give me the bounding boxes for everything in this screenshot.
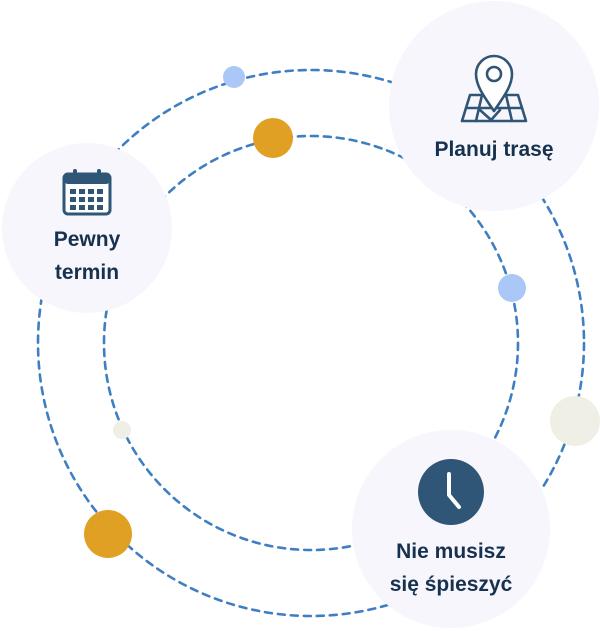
dot-cream-right [550, 396, 600, 446]
time-bubble: Nie musisz się śpieszyć [352, 430, 550, 628]
inner-ring [102, 134, 520, 552]
route-label: Planuj trasę [434, 137, 554, 161]
dot-cream-small [113, 421, 131, 439]
dot-gold-top [253, 118, 293, 158]
dot-blue-top [223, 66, 245, 88]
date-label: Pewny termin [53, 228, 121, 284]
outer-ring [36, 68, 586, 618]
dot-blue-right [498, 274, 526, 302]
map-pin-icon [460, 54, 528, 122]
date-bubble: Pewny termin [2, 143, 172, 313]
route-bubble: Planuj trasę [389, 1, 599, 211]
time-label: Nie musisz się śpieszyć [389, 540, 513, 596]
clock-icon [418, 459, 484, 525]
dot-gold-bottom [84, 510, 132, 558]
calendar-icon [62, 169, 112, 216]
